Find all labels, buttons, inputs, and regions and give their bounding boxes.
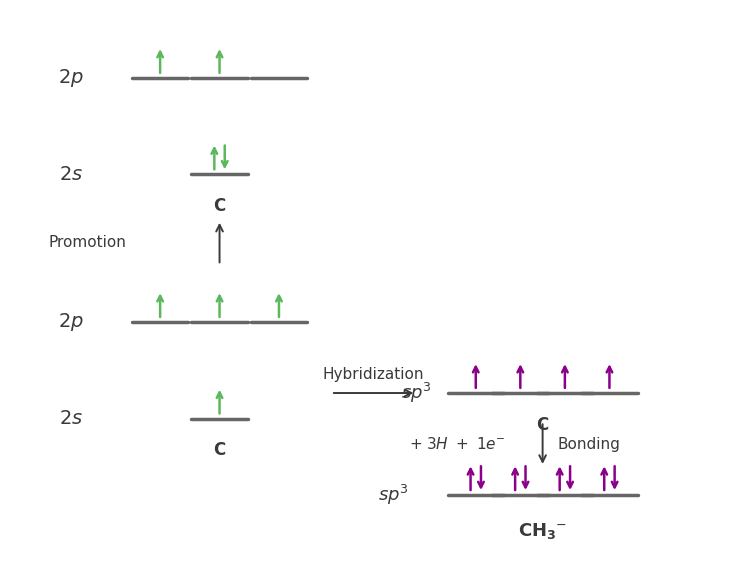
- Text: $2p$: $2p$: [58, 311, 84, 333]
- Text: C: C: [213, 441, 225, 459]
- Text: $sp^3$: $sp^3$: [400, 381, 431, 405]
- Text: Hybridization: Hybridization: [323, 367, 424, 382]
- Text: $2s$: $2s$: [59, 165, 83, 184]
- Text: $sp^3$: $sp^3$: [379, 483, 409, 507]
- Text: C: C: [213, 197, 225, 215]
- Text: Promotion: Promotion: [49, 235, 127, 250]
- Text: $\mathbf{CH_3}^{-}$: $\mathbf{CH_3}^{-}$: [518, 521, 567, 541]
- Text: C: C: [536, 416, 549, 434]
- Text: $2p$: $2p$: [58, 67, 84, 89]
- Text: Bonding: Bonding: [557, 437, 620, 452]
- Text: $2s$: $2s$: [59, 409, 83, 428]
- Text: $+\ 3H\ +\ 1e^{-}$: $+\ 3H\ +\ 1e^{-}$: [409, 436, 505, 452]
